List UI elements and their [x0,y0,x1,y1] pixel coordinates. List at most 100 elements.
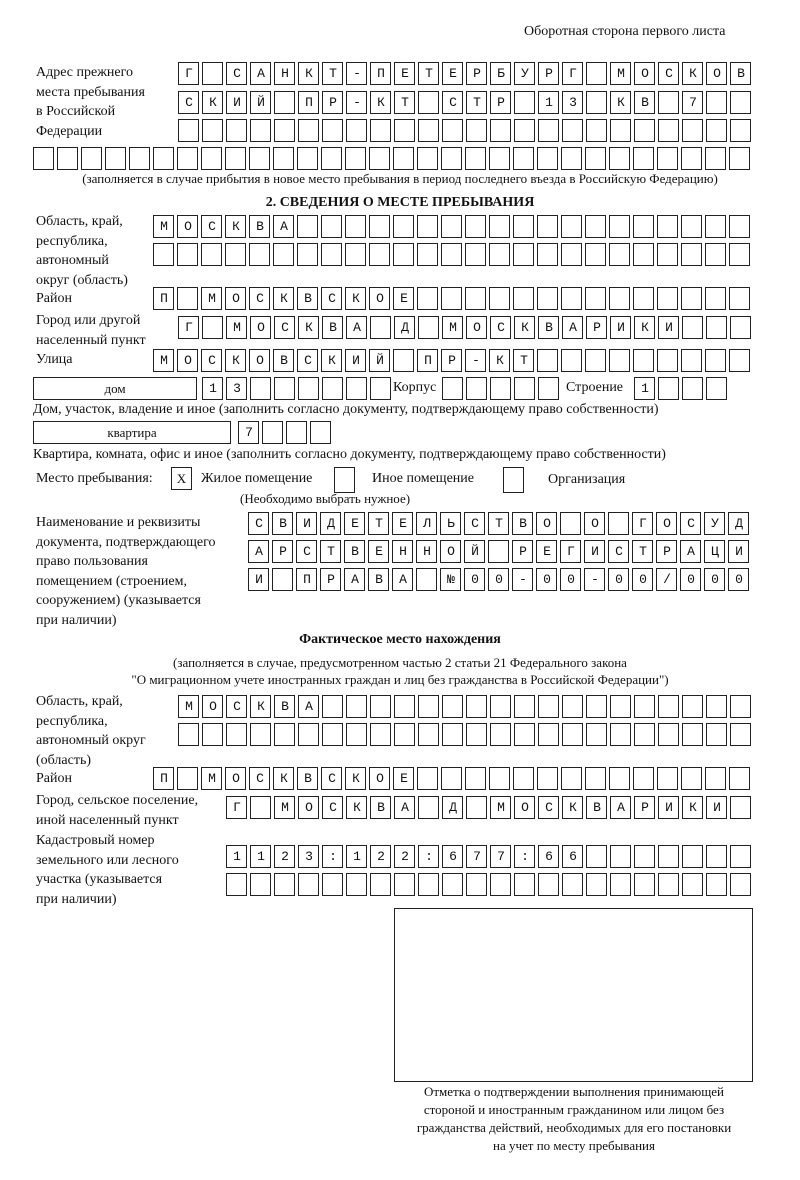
char-box[interactable] [680,512,701,535]
char-box[interactable] [634,873,655,896]
char-box[interactable] [250,723,271,746]
char-box[interactable] [562,316,583,339]
char-box[interactable] [538,723,559,746]
char-box[interactable] [706,873,727,896]
char-box[interactable] [225,349,246,372]
char-box[interactable] [488,512,509,535]
char-box[interactable] [538,796,559,819]
char-box[interactable] [538,91,559,114]
char-box[interactable] [656,568,677,591]
char-box[interactable] [490,723,511,746]
char-box[interactable] [634,316,655,339]
char-box[interactable] [262,421,283,444]
char-box[interactable] [489,287,510,310]
char-box[interactable] [729,287,750,310]
char-box[interactable] [442,873,463,896]
char-box[interactable] [441,767,462,790]
char-box[interactable] [322,695,343,718]
char-box[interactable] [729,243,750,266]
char-box[interactable] [633,349,654,372]
char-box[interactable] [466,695,487,718]
char-box[interactable] [538,873,559,896]
char-box[interactable] [250,873,271,896]
char-box[interactable] [705,243,726,266]
char-box[interactable] [562,845,583,868]
char-box[interactable] [272,512,293,535]
char-box[interactable] [345,287,366,310]
char-box[interactable] [345,767,366,790]
char-box[interactable] [536,540,557,563]
char-box[interactable] [658,91,679,114]
char-box[interactable] [465,349,486,372]
char-box[interactable] [681,215,702,238]
char-box[interactable] [706,845,727,868]
char-box[interactable] [681,349,702,372]
char-box[interactable] [442,377,463,400]
char-box[interactable] [610,873,631,896]
char-box[interactable] [441,147,462,170]
char-box[interactable] [586,723,607,746]
char-box[interactable] [681,767,702,790]
char-box[interactable] [634,796,655,819]
char-box[interactable] [201,349,222,372]
char-box[interactable] [418,695,439,718]
char-box[interactable] [538,695,559,718]
char-box[interactable] [464,512,485,535]
row-text[interactable]: МОСКВА [160,219,305,234]
char-box[interactable] [322,119,343,142]
char-box[interactable] [513,147,534,170]
char-box[interactable] [706,796,727,819]
char-box[interactable] [658,377,679,400]
char-box[interactable] [33,147,54,170]
char-box[interactable] [610,119,631,142]
char-box[interactable] [537,243,558,266]
char-box[interactable] [585,215,606,238]
char-box[interactable] [346,845,367,868]
char-box[interactable] [609,215,630,238]
char-box[interactable] [322,796,343,819]
char-box[interactable] [418,91,439,114]
char-box[interactable] [465,767,486,790]
char-box[interactable] [394,845,415,868]
char-box[interactable] [226,796,247,819]
char-box[interactable] [322,873,343,896]
char-box[interactable] [682,119,703,142]
char-box[interactable] [608,512,629,535]
char-box[interactable] [561,767,582,790]
char-box[interactable] [466,377,487,400]
char-box[interactable] [704,568,725,591]
char-box[interactable] [370,695,391,718]
row-text[interactable]: СКИЙ ПР-КТ СТР 13 КВ 7 [185,95,714,110]
char-box[interactable] [346,723,367,746]
char-box[interactable] [465,215,486,238]
char-box[interactable] [225,287,246,310]
char-box[interactable] [442,723,463,746]
char-box[interactable] [632,512,653,535]
cadastral-number-text[interactable]: 1123:122:677:66 [233,849,594,864]
char-box[interactable] [321,147,342,170]
char-box[interactable] [442,845,463,868]
row-text[interactable] [178,723,185,747]
char-box[interactable] [297,215,318,238]
char-box[interactable] [464,540,485,563]
char-box[interactable] [105,147,126,170]
char-box[interactable] [225,243,246,266]
char-box[interactable] [560,568,581,591]
char-box[interactable] [489,147,510,170]
char-box[interactable] [706,723,727,746]
char-box[interactable] [442,796,463,819]
char-box[interactable] [177,243,198,266]
char-box[interactable] [153,767,174,790]
char-box[interactable] [370,91,391,114]
char-box[interactable] [488,568,509,591]
row-text[interactable] [33,147,40,171]
char-box[interactable] [610,845,631,868]
char-box[interactable] [610,723,631,746]
char-box[interactable] [129,147,150,170]
char-box[interactable] [225,147,246,170]
char-box[interactable] [730,316,751,339]
char-box[interactable] [608,540,629,563]
char-box[interactable] [370,796,391,819]
char-box[interactable] [610,695,631,718]
char-box[interactable] [730,796,751,819]
